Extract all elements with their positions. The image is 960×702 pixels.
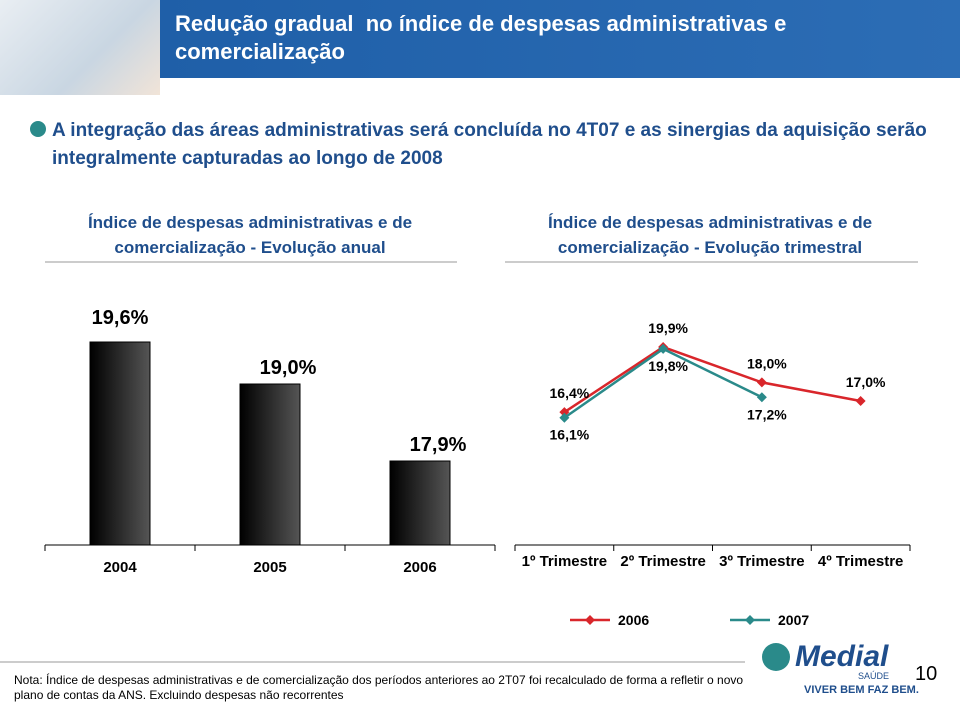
bar bbox=[239, 383, 301, 546]
legend-label: 2007 bbox=[778, 612, 809, 628]
chart-title: Índice de despesas administrativas e de … bbox=[87, 213, 413, 257]
data-label: 17,9% bbox=[410, 434, 467, 456]
point bbox=[756, 392, 767, 403]
bullet-text: A integração das áreas administrativas s… bbox=[52, 120, 927, 169]
data-label: 19,0% bbox=[260, 357, 317, 379]
legend-label: 2006 bbox=[618, 612, 649, 628]
legend-marker bbox=[585, 615, 595, 625]
data-label: 16,1% bbox=[550, 427, 590, 443]
series-line bbox=[563, 345, 861, 414]
data-label: 19,9% bbox=[648, 320, 688, 336]
point bbox=[756, 377, 767, 388]
point bbox=[559, 412, 570, 423]
point bbox=[658, 343, 669, 354]
x-tick-label: 2º Trimestre bbox=[620, 553, 706, 570]
slide-title: Redução gradual no índice de despesas ad… bbox=[175, 11, 793, 64]
bar bbox=[89, 341, 151, 546]
photo bbox=[0, 0, 160, 95]
x-tick-label: 2005 bbox=[253, 559, 287, 576]
data-label: 17,2% bbox=[747, 406, 787, 422]
bullet-icon bbox=[30, 121, 46, 137]
data-label: 16,4% bbox=[550, 385, 590, 401]
data-label: 19,8% bbox=[648, 358, 688, 374]
logo-icon bbox=[762, 643, 790, 671]
bar bbox=[389, 460, 451, 546]
header-bar bbox=[160, 0, 960, 78]
data-label: 19,6% bbox=[92, 307, 149, 329]
logo: Medial bbox=[795, 640, 889, 673]
data-label: 18,0% bbox=[747, 355, 787, 371]
page-number: 10 bbox=[915, 663, 938, 685]
data-label: 17,0% bbox=[846, 374, 886, 390]
x-tick-label: 4º Trimestre bbox=[817, 553, 904, 570]
x-tick-label: 1º Trimestre bbox=[521, 553, 608, 570]
slogan: VIVER BEM FAZ BEM. bbox=[804, 684, 919, 696]
point bbox=[855, 396, 866, 406]
footnote: Nota: Índice de despesas administrativas… bbox=[14, 673, 744, 702]
legend-marker bbox=[745, 615, 755, 625]
x-tick-label: 2006 bbox=[403, 559, 437, 576]
x-tick-label: 3º Trimestre bbox=[719, 553, 805, 570]
x-tick-label: 2004 bbox=[103, 559, 137, 576]
logo-sub: SAÚDE bbox=[858, 671, 890, 681]
chart-title: Índice de despesas administrativas e de … bbox=[547, 213, 873, 257]
